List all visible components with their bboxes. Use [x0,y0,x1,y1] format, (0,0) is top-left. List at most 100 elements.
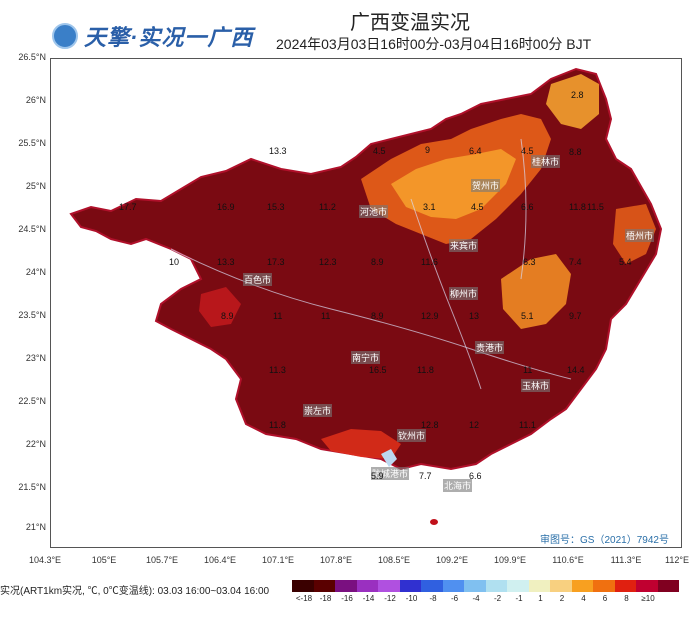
y-axis-label: 25.5°N [18,138,46,148]
x-axis-label: 109.9°E [493,555,527,565]
value-label: 15.3 [267,202,285,212]
logo-text: 天擎·实况一广西 [84,25,254,50]
legend-swatch [399,580,421,592]
y-axis-label: 21°N [25,522,46,532]
value-label: 8.9 [221,311,234,321]
value-label: 13 [469,311,480,321]
value-label: 11.1 [519,420,536,430]
y-axis-label: 23°N [25,353,46,363]
legend-label: -12 [384,594,396,603]
x-axis-label: 107.1°E [261,555,295,565]
y-axis-label: 26°N [25,95,46,105]
legend-swatch [636,580,658,592]
legend-swatch [292,580,314,592]
red-zone-west [199,287,241,327]
legend-swatch [356,580,378,592]
city-label: 来宾市 [449,239,479,252]
page-title: 广西变温实况 [350,12,470,34]
legend-swatch [571,580,593,592]
legend-label: ≥10 [641,594,655,603]
value-label: 2.8 [571,90,584,100]
value-label: 8.8 [569,147,582,157]
y-axis-label: 25°N [25,181,46,191]
y-axis-label: 24.5°N [18,224,46,234]
legend-labels: <-18 -18 -16 -14 -12 -10 -8 -6 -4 -2 -1 1 2 4 6 8 ≥10 [292,592,682,604]
value-label: 6.3 [523,257,536,267]
globe-icon [52,23,78,49]
legend-swatch [550,580,572,592]
value-label: 5.4 [619,257,632,267]
value-label: 12.9 [421,311,439,321]
value-label: 4.5 [373,146,386,156]
value-label: 14.4 [567,365,585,375]
value-label: 5.1 [521,311,534,321]
city-label: 梧州市 [625,229,655,242]
value-label: 11 [273,311,283,321]
y-axis-label: 22°N [25,439,46,449]
y-axis-label: 26.5°N [18,52,46,62]
legend-label: -4 [472,594,480,603]
legend-label: 4 [581,594,586,603]
legend-swatch [507,580,529,592]
value-label: 11.8 [569,202,586,212]
legend-label: 1 [538,594,543,603]
y-axis-label: 23.5°N [18,310,46,320]
legend-swatch [528,580,550,592]
value-label: 8.9 [371,311,384,321]
legend-label: 8 [624,594,629,603]
city-label: 北海市 [443,479,473,492]
y-axis-label: 22.5°N [18,396,46,406]
legend: <-18 -18 -16 -14 -12 -10 -8 -6 -4 -2 -1 1 2 4 6 8 ≥10 [292,580,682,604]
value-label: 11 [321,311,331,321]
value-label: 6.4 [469,146,482,156]
value-label: 11 [523,365,533,375]
x-axis-label: 108.5°E [377,555,411,565]
legend-swatch [614,580,636,592]
value-label: 17.3 [267,257,285,267]
city-label: 贺州市 [471,179,501,192]
legend-swatch [378,580,400,592]
legend-label: 6 [602,594,608,603]
city-label: 河池市 [359,205,389,218]
river [520,138,527,280]
legend-swatch [464,580,486,592]
legend-label: -10 [405,594,418,603]
logo: 天擎·实况一广西 [52,20,253,52]
legend-swatch [313,580,335,592]
legend-swatch [442,580,464,592]
value-label: 7.7 [419,471,432,481]
x-axis-label: 105°E [91,555,117,565]
x-axis-label: 109.2°E [435,555,469,565]
value-label: 3.1 [423,202,436,212]
x-axis-label: 112°E [665,555,689,565]
x-axis-label: 106.4°E [203,555,237,565]
value-label: 11.5 [587,202,604,212]
map-svg [69,67,663,525]
value-label: 6.6 [521,202,534,212]
page-subtitle: 2024年03月03日16时00分-03月04日16时00分 BJT [276,36,592,52]
value-label: 13.3 [217,257,235,267]
x-axis-label: 107.8°E [319,555,353,565]
value-label: 11.6 [421,257,438,267]
value-label: 10 [169,257,180,267]
value-label: 7.4 [569,257,582,267]
value-label: 11.8 [417,365,434,375]
legend-label: -18 [319,594,332,603]
x-axis-label: 110.6°E [552,555,584,565]
value-label: 9.7 [569,311,582,321]
red-zone-south [321,429,401,459]
value-label: 11.3 [269,365,286,375]
legend-label: -2 [493,594,502,603]
city-label: 钦州市 [397,429,427,442]
x-axis-label: 104.3°E [28,555,62,565]
value-label: 13.3 [269,146,287,156]
value-label: 12.8 [421,420,439,430]
value-label: 4.5 [521,146,534,156]
legend-label: <-18 [295,594,313,603]
river [410,198,482,390]
city-label: 南宁市 [351,351,381,364]
value-label: 12.3 [319,257,337,267]
city-label: 桂林市 [531,155,561,168]
value-label: 11.8 [269,420,286,430]
legend-label: -8 [429,594,437,603]
